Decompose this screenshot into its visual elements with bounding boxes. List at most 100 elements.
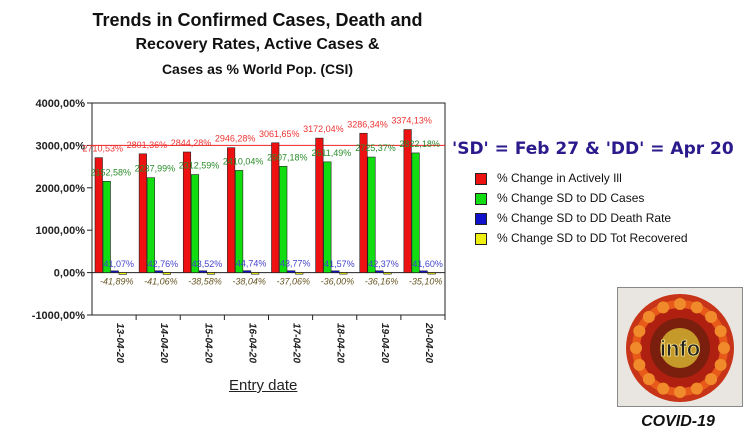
virus-spike: [633, 358, 646, 371]
data-label-1: 3374,13%: [391, 116, 432, 126]
virus-spike: [705, 310, 718, 323]
data-label-2: 2312,59%: [179, 161, 220, 171]
chart-title-line-3: Cases as % World Pop. (CSI): [161, 61, 354, 77]
bar-4: [295, 272, 304, 275]
virus-spike: [630, 342, 642, 354]
y-tick-label: -1000,00%: [32, 310, 85, 322]
data-label-3: 43,52%: [192, 259, 223, 269]
data-label-2: 2822,18%: [399, 139, 440, 149]
data-label-2: 2507,18%: [267, 152, 308, 162]
x-tick-label: 14-04-20: [158, 323, 169, 363]
x-tick-label: 15-04-20: [202, 323, 213, 363]
data-label-4: -36,16%: [365, 277, 399, 287]
data-label-3: 42,76%: [148, 259, 179, 269]
bar-1: [227, 147, 236, 273]
virus-spike: [674, 386, 686, 398]
virus-spike: [657, 301, 670, 314]
bar-2: [367, 156, 376, 273]
legend-label: % Change in Actively Ill: [497, 171, 622, 185]
data-label-1: 2801,36%: [127, 140, 168, 150]
chart-title-line-2: Recovery Rates, Active Cases &: [135, 36, 380, 53]
data-label-4: -38,58%: [188, 277, 222, 287]
logo-text: info: [660, 336, 700, 361]
data-label-2: 2237,99%: [135, 164, 176, 174]
virus-spike: [718, 342, 730, 354]
virus-spike: [690, 301, 703, 314]
x-tick-label: 18-04-20: [335, 323, 346, 363]
covid-info-logo: info: [617, 287, 743, 407]
virus-spike: [705, 373, 718, 386]
bar-1: [271, 142, 280, 273]
virus-spikes: [626, 294, 734, 402]
virus-spike: [642, 310, 655, 323]
data-label-1: 3286,34%: [347, 119, 388, 129]
data-label-1: 2844,28%: [171, 138, 212, 148]
y-tick-label: 0,00%: [54, 268, 85, 280]
y-tick-label: 2000,00%: [35, 183, 85, 195]
bar-4: [162, 272, 171, 275]
data-label-2: 2152,58%: [90, 167, 131, 177]
date-definition-note: 'SD' = Feb 27 & 'DD' = Apr 20: [452, 139, 734, 159]
bar-1: [94, 157, 103, 273]
bar-3: [110, 270, 119, 273]
bar-4: [251, 272, 260, 275]
bar-4: [206, 272, 216, 275]
data-label-4: -35,10%: [409, 277, 443, 287]
data-label-3: 41,60%: [412, 259, 443, 269]
data-label-4: -38,04%: [232, 277, 266, 287]
legend-label: % Change SD to DD Cases: [497, 191, 645, 205]
legend-swatch: [475, 213, 487, 225]
data-label-4: -36,00%: [321, 277, 355, 287]
bar-3: [198, 270, 208, 273]
bar-4: [339, 272, 348, 275]
data-label-3: 44,74%: [236, 259, 267, 269]
data-label-2: 2725,37%: [355, 143, 396, 153]
bar-2: [146, 177, 155, 273]
data-label-3: 42,37%: [368, 259, 399, 269]
x-tick-label: 16-04-20: [246, 323, 257, 363]
bar-1: [138, 153, 147, 273]
bar-3: [419, 270, 428, 273]
bar-4: [383, 272, 392, 275]
bar-3: [154, 270, 163, 273]
bar-1: [315, 137, 324, 273]
data-label-3: 41,07%: [103, 259, 134, 269]
x-tick-label: 13-04-20: [114, 323, 125, 363]
data-label-2: 2410,04%: [223, 156, 264, 166]
bar-2: [323, 161, 332, 273]
virus-spike: [657, 382, 670, 395]
bar-1: [182, 151, 192, 273]
bar-2: [235, 170, 244, 273]
data-label-3: 43,77%: [280, 259, 311, 269]
data-label-1: 2710,53%: [82, 144, 123, 154]
logo-caption: COVID-19: [641, 413, 715, 430]
y-tick-label: 1000,00%: [35, 225, 85, 237]
data-label-1: 3172,04%: [303, 124, 344, 134]
bar-3: [331, 270, 340, 273]
chart-title-line-1: Trends in Confirmed Cases, Death and: [92, 10, 423, 30]
legend-swatch: [475, 173, 487, 185]
virus-spike: [642, 373, 655, 386]
bar-3: [243, 270, 252, 273]
virus-spike: [674, 298, 686, 310]
legend-label: % Change SD to DD Tot Recovered: [497, 231, 688, 245]
x-tick-label: 17-04-20: [291, 323, 302, 363]
virus-spike: [714, 358, 727, 371]
bar-1: [359, 132, 368, 273]
bar-4: [118, 272, 127, 275]
data-label-3: 41,57%: [324, 259, 355, 269]
bar-4: [427, 272, 436, 275]
data-label-1: 3061,65%: [259, 129, 300, 139]
y-tick-label: 4000,00%: [35, 98, 85, 110]
data-label-4: -37,06%: [276, 277, 310, 287]
bar-2: [190, 174, 200, 273]
x-axis-label: Entry date: [229, 377, 298, 394]
bar-2: [102, 181, 111, 273]
bar-3: [375, 270, 384, 273]
bar-2: [411, 152, 420, 273]
legend-swatch: [475, 193, 487, 205]
virus-spike: [714, 325, 727, 338]
data-label-4: -41,06%: [144, 277, 178, 287]
data-label-4: -41,89%: [100, 277, 134, 287]
